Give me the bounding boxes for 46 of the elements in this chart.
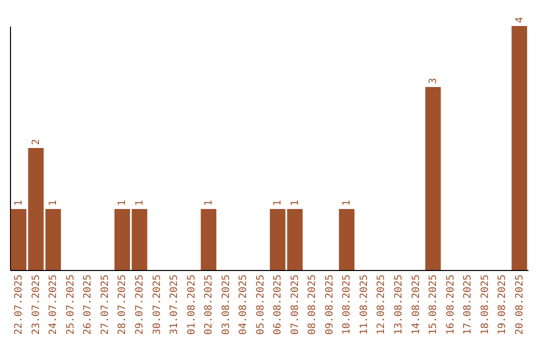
data-label: 1 [48,200,60,206]
data-label: 1 [14,200,25,206]
x-tick-label: 29.07.2025 [134,274,146,335]
x-tick-label: 13.08.2025 [394,274,404,335]
x-tick-label: 01.08.2025 [186,274,198,335]
x-tick-label: 14.08.2025 [410,274,422,335]
data-label: 3 [428,78,440,84]
x-tick-label: 24.07.2025 [48,274,60,335]
x-tick-label: 20.08.2025 [514,274,526,335]
x-tick-label: 22.07.2025 [14,274,25,335]
x-tick-label: 19.08.2025 [497,274,508,335]
x-tick-label: 12.08.2025 [376,274,388,335]
x-tick-label: 10.08.2025 [342,274,353,335]
bar [200,209,216,270]
x-tick-label: 04.08.2025 [238,274,250,335]
data-label: 4 [514,16,526,23]
data-label: 1 [272,200,284,206]
bar [512,26,528,270]
x-tick-label: 31.07.2025 [169,274,180,335]
x-tick-label: 02.08.2025 [204,274,215,335]
x-tick-label: 09.08.2025 [324,274,336,335]
bar [45,209,61,270]
x-tick-label: 27.07.2025 [100,274,111,335]
bar [425,87,441,270]
x-tick-label: 17.08.2025 [462,274,474,335]
data-label: 1 [290,200,301,206]
data-label: 1 [204,200,215,206]
x-tick-label: 15.08.2025 [428,274,440,335]
x-tick-label: 26.07.2025 [82,274,94,335]
bar [338,209,354,270]
data-label: 1 [117,200,128,206]
x-tick-label: 23.07.2025 [30,274,42,335]
x-tick-label: 08.08.2025 [307,274,318,335]
data-label: 1 [134,200,146,206]
x-tick-label: 07.08.2025 [290,274,301,335]
x-tick-label: 28.07.2025 [117,274,128,335]
data-label: 1 [342,200,353,206]
x-tick-label: 03.08.2025 [220,274,232,335]
x-tick-label: 25.07.2025 [65,274,76,335]
data-label: 2 [30,138,42,145]
x-tick-label: 30.07.2025 [152,274,163,335]
x-tick-label: 11.08.2025 [358,274,370,335]
x-tick-label: 16.08.2025 [445,274,456,335]
x-tick-label: 05.08.2025 [255,274,266,335]
x-tick-label: 06.08.2025 [272,274,284,335]
x-tick-label: 18.08.2025 [480,274,491,335]
